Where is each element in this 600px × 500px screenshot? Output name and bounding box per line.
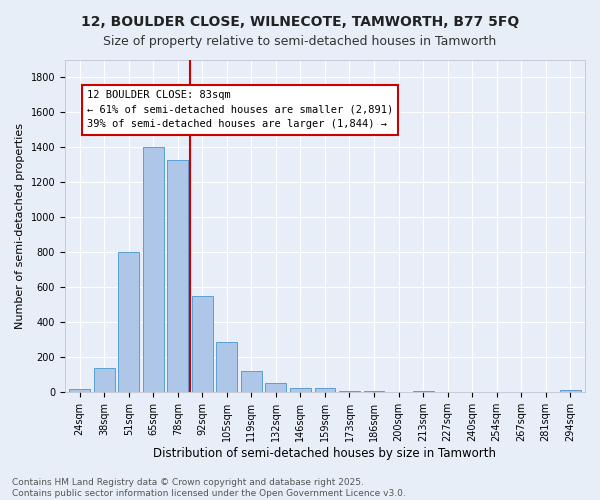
- Bar: [241, 371, 262, 392]
- X-axis label: Distribution of semi-detached houses by size in Tamworth: Distribution of semi-detached houses by …: [154, 447, 496, 460]
- Bar: [118, 252, 139, 392]
- Y-axis label: Number of semi-detached properties: Number of semi-detached properties: [15, 123, 25, 329]
- Text: Size of property relative to semi-detached houses in Tamworth: Size of property relative to semi-detach…: [103, 35, 497, 48]
- Text: Contains HM Land Registry data © Crown copyright and database right 2025.
Contai: Contains HM Land Registry data © Crown c…: [12, 478, 406, 498]
- Bar: [192, 296, 213, 392]
- Text: 12, BOULDER CLOSE, WILNECOTE, TAMWORTH, B77 5FQ: 12, BOULDER CLOSE, WILNECOTE, TAMWORTH, …: [81, 15, 519, 29]
- Bar: [290, 388, 311, 392]
- Bar: [560, 390, 581, 392]
- Text: 12 BOULDER CLOSE: 83sqm
← 61% of semi-detached houses are smaller (2,891)
39% of: 12 BOULDER CLOSE: 83sqm ← 61% of semi-de…: [87, 90, 393, 130]
- Bar: [69, 388, 90, 392]
- Bar: [265, 384, 286, 392]
- Bar: [167, 160, 188, 392]
- Bar: [314, 388, 335, 392]
- Bar: [143, 148, 164, 392]
- Bar: [217, 342, 237, 392]
- Bar: [94, 368, 115, 392]
